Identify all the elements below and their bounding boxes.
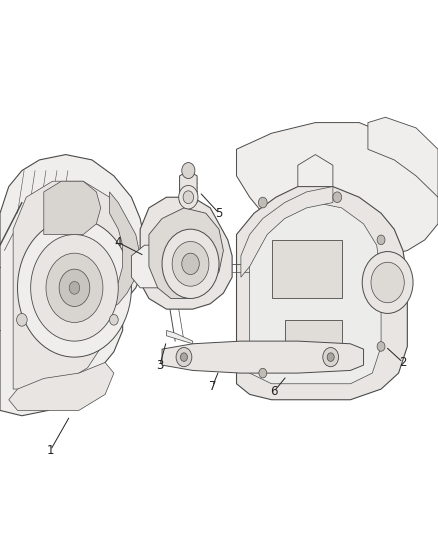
Polygon shape [131,245,166,288]
Text: 4: 4 [114,236,122,249]
Polygon shape [13,181,127,389]
Circle shape [176,348,192,367]
Circle shape [18,219,131,357]
Circle shape [172,241,209,286]
Circle shape [371,262,404,303]
Circle shape [69,281,80,294]
Circle shape [110,314,118,325]
Polygon shape [285,320,342,357]
Circle shape [59,269,90,306]
Text: 3: 3 [156,359,163,372]
Circle shape [333,192,342,203]
Polygon shape [166,330,193,344]
Circle shape [327,353,334,361]
Circle shape [377,235,385,245]
Circle shape [183,191,194,204]
Polygon shape [298,155,333,187]
Circle shape [259,368,267,378]
Circle shape [362,252,413,313]
Text: 2: 2 [399,356,407,369]
Text: 5: 5 [215,207,223,220]
Polygon shape [237,123,438,256]
Text: 6: 6 [270,385,278,398]
Polygon shape [44,181,101,235]
Circle shape [31,235,118,341]
Circle shape [323,348,339,367]
Text: 1: 1 [46,444,54,457]
Polygon shape [110,192,140,309]
Polygon shape [140,197,232,309]
Circle shape [179,185,198,209]
Circle shape [46,253,103,322]
Text: 7: 7 [208,380,216,393]
Circle shape [377,342,385,351]
Polygon shape [368,117,438,197]
Polygon shape [250,203,381,384]
Polygon shape [162,341,364,373]
Circle shape [182,253,199,274]
Circle shape [17,313,27,326]
Polygon shape [9,362,114,410]
Polygon shape [0,155,145,416]
Polygon shape [237,187,407,400]
Polygon shape [149,208,223,298]
Polygon shape [180,171,197,203]
Polygon shape [272,240,342,298]
Polygon shape [241,187,333,277]
Circle shape [182,163,195,179]
Circle shape [162,229,219,298]
Circle shape [258,197,267,208]
Circle shape [180,353,187,361]
